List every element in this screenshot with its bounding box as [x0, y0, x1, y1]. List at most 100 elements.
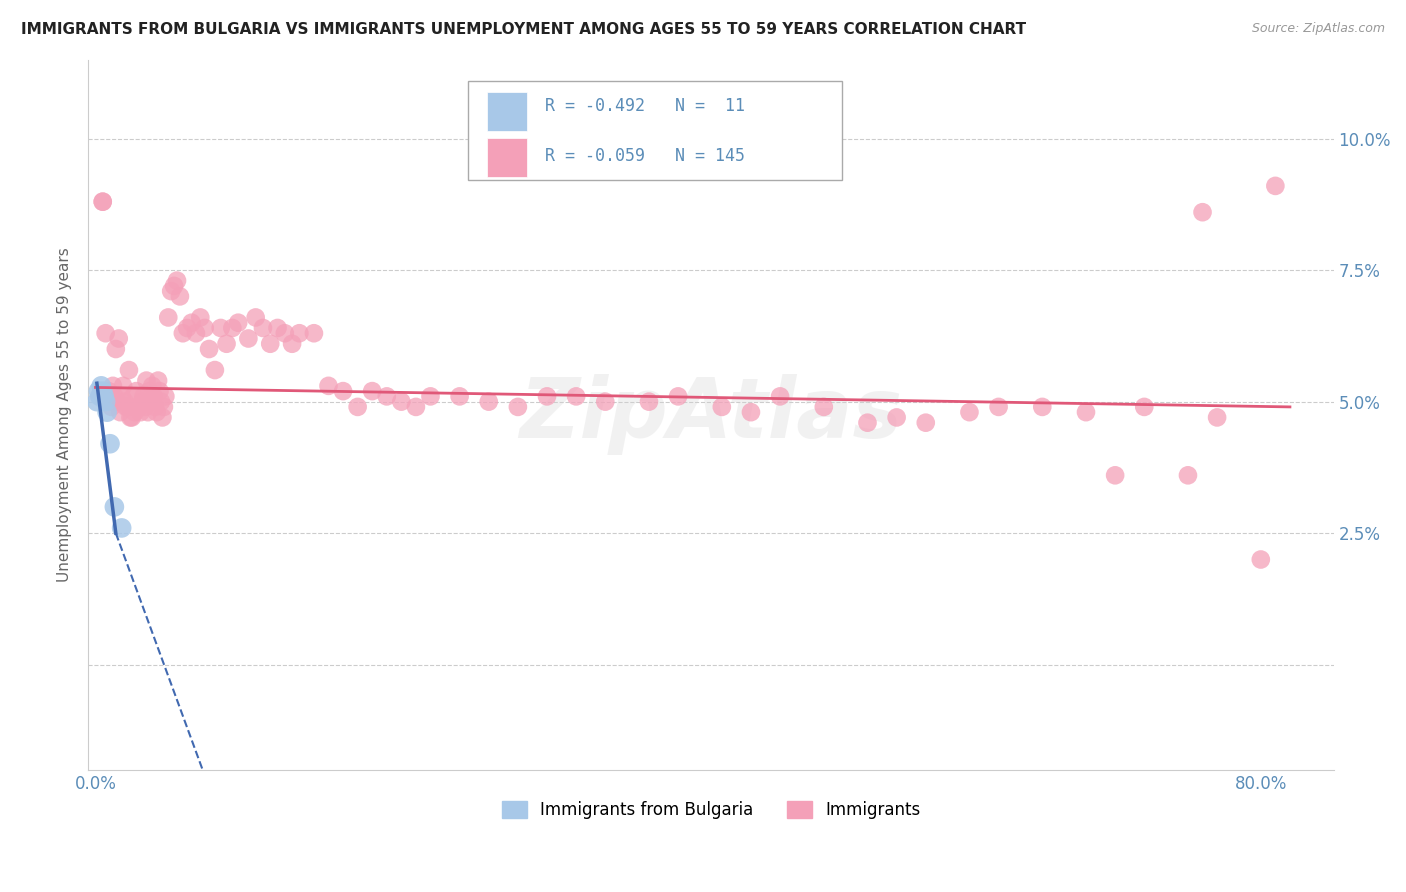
Point	[886, 410, 908, 425]
Point	[94, 394, 117, 409]
Point	[226, 316, 249, 330]
Point	[332, 384, 354, 398]
Point	[160, 284, 183, 298]
Point	[389, 394, 412, 409]
Point	[856, 416, 879, 430]
Point	[1031, 400, 1053, 414]
Point	[666, 389, 689, 403]
Point	[100, 400, 122, 414]
Text: ZipAtlas: ZipAtlas	[519, 375, 903, 455]
Point	[252, 321, 274, 335]
Point	[146, 374, 169, 388]
Point	[221, 321, 243, 335]
Point	[101, 379, 124, 393]
Point	[122, 389, 145, 403]
Point	[103, 500, 125, 514]
Text: R = -0.492   N =  11: R = -0.492 N = 11	[546, 96, 745, 115]
Point	[89, 389, 111, 403]
Point	[266, 321, 288, 335]
Point	[118, 363, 141, 377]
Point	[623, 147, 645, 161]
Point	[91, 194, 114, 209]
Point	[152, 410, 174, 425]
Point	[595, 394, 617, 409]
Point	[111, 389, 134, 403]
Point	[131, 394, 153, 409]
Point	[143, 400, 166, 414]
Point	[139, 394, 162, 409]
Point	[141, 379, 163, 393]
Point	[180, 316, 202, 330]
Point	[128, 400, 150, 414]
Text: Source: ZipAtlas.com: Source: ZipAtlas.com	[1251, 22, 1385, 36]
Point	[184, 326, 207, 341]
Point	[142, 389, 165, 403]
Point	[302, 326, 325, 341]
Point	[107, 331, 129, 345]
Point	[238, 331, 260, 345]
Point	[987, 400, 1010, 414]
Point	[405, 400, 427, 414]
Legend: Immigrants from Bulgaria, Immigrants: Immigrants from Bulgaria, Immigrants	[495, 794, 927, 826]
Point	[153, 400, 176, 414]
Point	[259, 336, 281, 351]
Point	[145, 405, 167, 419]
Point	[188, 310, 211, 325]
Point	[104, 342, 127, 356]
Point	[565, 389, 588, 403]
Point	[696, 126, 718, 140]
Point	[783, 136, 806, 151]
Point	[98, 436, 121, 450]
Point	[138, 384, 160, 398]
Point	[346, 400, 368, 414]
Y-axis label: Unemployment Among Ages 55 to 59 years: Unemployment Among Ages 55 to 59 years	[58, 247, 72, 582]
Point	[98, 394, 121, 409]
Point	[117, 400, 139, 414]
Point	[204, 363, 226, 377]
Point	[375, 389, 398, 403]
Point	[740, 405, 762, 419]
Point	[136, 405, 159, 419]
Point	[1250, 552, 1272, 566]
Point	[134, 400, 156, 414]
Point	[157, 310, 180, 325]
Point	[288, 326, 311, 341]
Point	[318, 379, 340, 393]
Point	[163, 278, 186, 293]
Point	[169, 289, 191, 303]
Point	[91, 384, 114, 398]
Point	[93, 389, 115, 403]
Point	[914, 416, 936, 430]
Point	[111, 521, 134, 535]
Point	[813, 400, 835, 414]
Point	[478, 394, 501, 409]
Point	[112, 379, 135, 393]
FancyBboxPatch shape	[486, 92, 527, 130]
Point	[1133, 400, 1156, 414]
Point	[120, 410, 142, 425]
Point	[96, 405, 118, 419]
Point	[124, 405, 146, 419]
Point	[1177, 468, 1199, 483]
Point	[155, 389, 177, 403]
Point	[86, 394, 108, 409]
FancyBboxPatch shape	[486, 137, 527, 177]
Point	[97, 384, 120, 398]
Point	[172, 326, 194, 341]
Point	[105, 394, 128, 409]
Text: IMMIGRANTS FROM BULGARIA VS IMMIGRANTS UNEMPLOYMENT AMONG AGES 55 TO 59 YEARS CO: IMMIGRANTS FROM BULGARIA VS IMMIGRANTS U…	[21, 22, 1026, 37]
Point	[198, 342, 221, 356]
Point	[449, 389, 471, 403]
Point	[114, 394, 136, 409]
Point	[125, 384, 148, 398]
Point	[194, 321, 217, 335]
Point	[94, 326, 117, 341]
Point	[959, 405, 981, 419]
Point	[769, 389, 792, 403]
FancyBboxPatch shape	[468, 81, 842, 180]
Point	[115, 400, 138, 414]
Point	[1264, 178, 1286, 193]
Point	[209, 321, 232, 335]
Point	[166, 274, 188, 288]
Point	[87, 384, 110, 398]
